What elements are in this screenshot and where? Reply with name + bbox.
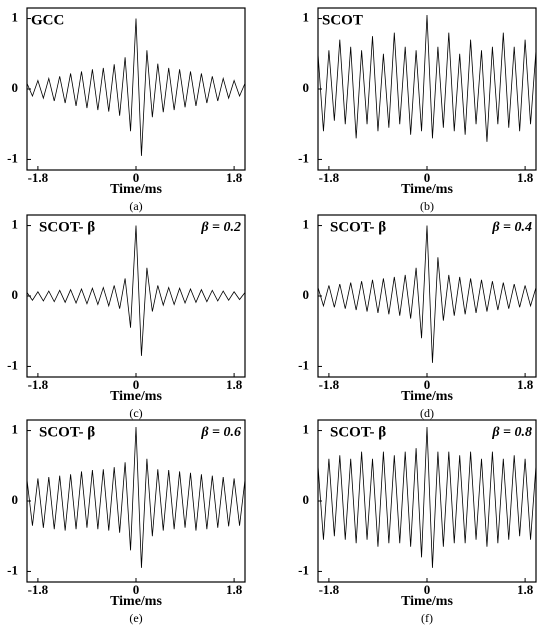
y-tick-label: 1	[12, 422, 19, 437]
panel: 1 0 -1 -1.8 0 1.8 Time/ms (a) GCC	[7, 7, 246, 213]
x-axis-label: Time/ms	[401, 182, 453, 197]
panel: 1 0 -1 -1.8 0 1.8 Time/ms (d) SCOT- β β = 0.4	[298, 214, 537, 420]
signal-line	[26, 427, 246, 568]
y-tick-label: 1	[12, 10, 19, 25]
y-tick-label: 0	[303, 492, 310, 507]
y-tick-label: 1	[303, 10, 310, 25]
panel-title: SCOT- β	[39, 219, 95, 235]
x-tick-label: -1.8	[28, 377, 49, 392]
panel-caption: (e)	[129, 611, 142, 625]
plot-frame	[26, 7, 246, 171]
x-tick-label: 0	[424, 377, 431, 392]
y-tick-label: -1	[298, 357, 309, 372]
signal-line	[317, 15, 537, 142]
y-tick-label: -1	[298, 562, 309, 577]
x-tick-label: -1.8	[28, 582, 49, 597]
x-tick-label: 0	[133, 170, 140, 185]
x-tick-label: 0	[133, 582, 140, 597]
panel-title: SCOT	[322, 12, 363, 28]
x-tick-label: 1.8	[517, 377, 534, 392]
x-tick-label: 0	[424, 582, 431, 597]
signal-line	[317, 225, 537, 363]
panel-caption: (a)	[129, 199, 142, 213]
panel-annotation: β = 0.8	[491, 425, 532, 440]
signal-line	[26, 18, 246, 156]
x-tick-label: 0	[424, 170, 431, 185]
signal-line	[317, 427, 537, 568]
panel-annotation: β = 0.4	[491, 220, 532, 235]
y-tick-label: 0	[12, 492, 19, 507]
panel-annotation: β = 0.2	[200, 220, 241, 235]
panel: 1 0 -1 -1.8 0 1.8 Time/ms (e) SCOT- β β = 0.6	[7, 419, 246, 625]
panel: 1 0 -1 -1.8 0 1.8 Time/ms (c) SCOT- β β = 0.2	[7, 214, 246, 420]
panel-caption: (c)	[129, 406, 142, 420]
x-tick-label: 1.8	[226, 170, 243, 185]
panel: 1 0 -1 -1.8 0 1.8 Time/ms (b) SCOT	[298, 7, 537, 213]
plot-frame	[26, 214, 246, 378]
panel-title: GCC	[31, 12, 64, 28]
x-tick-label: 1.8	[226, 377, 243, 392]
y-tick-label: 1	[12, 217, 19, 232]
y-tick-label: -1	[7, 357, 18, 372]
x-axis-label: Time/ms	[110, 389, 162, 404]
x-tick-label: -1.8	[319, 582, 340, 597]
y-tick-label: -1	[298, 150, 309, 165]
y-tick-label: 0	[303, 287, 310, 302]
x-axis-label: Time/ms	[110, 594, 162, 609]
y-tick-label: 0	[12, 287, 19, 302]
x-tick-label: 1.8	[517, 170, 534, 185]
x-tick-label: 0	[133, 377, 140, 392]
x-tick-label: -1.8	[319, 170, 340, 185]
plot-frame	[317, 214, 537, 378]
y-tick-label: 1	[303, 217, 310, 232]
y-tick-label: 0	[12, 80, 19, 95]
x-axis-label: Time/ms	[110, 182, 162, 197]
panel-caption: (f)	[421, 611, 433, 625]
y-tick-label: 1	[303, 422, 310, 437]
y-tick-label: -1	[7, 562, 18, 577]
y-tick-label: 0	[303, 80, 310, 95]
plot-frame	[317, 7, 537, 171]
panel-title: SCOT- β	[330, 219, 386, 235]
x-axis-label: Time/ms	[401, 594, 453, 609]
panel-title: SCOT- β	[39, 424, 95, 440]
signal-line	[26, 225, 246, 356]
panel-caption: (d)	[420, 406, 434, 420]
x-axis-label: Time/ms	[401, 389, 453, 404]
x-tick-label: 1.8	[517, 582, 534, 597]
panel: 1 0 -1 -1.8 0 1.8 Time/ms (f) SCOT- β β = 0.8	[298, 419, 537, 625]
x-tick-label: -1.8	[28, 170, 49, 185]
panel-annotation: β = 0.6	[200, 425, 241, 440]
x-tick-label: -1.8	[319, 377, 340, 392]
plot-frame	[26, 419, 246, 583]
plot-frame	[317, 419, 537, 583]
y-tick-label: -1	[7, 150, 18, 165]
panel-caption: (b)	[420, 199, 434, 213]
x-tick-label: 1.8	[226, 582, 243, 597]
panel-title: SCOT- β	[330, 424, 386, 440]
